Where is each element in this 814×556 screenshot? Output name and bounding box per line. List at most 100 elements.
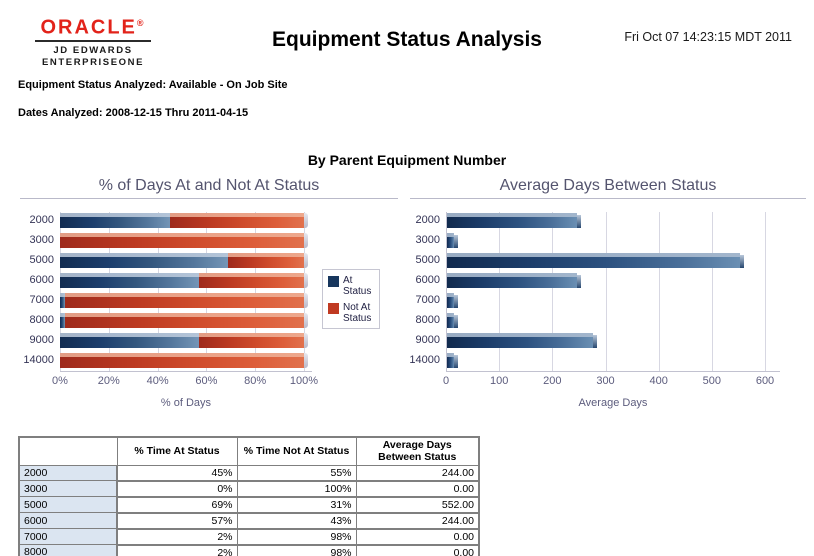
average-days-bar [447, 293, 458, 308]
x-tick-label: 0 [442, 375, 450, 387]
gridline [765, 212, 766, 372]
category-label: 3000 [29, 234, 54, 246]
row-label-cell: 7000 [18, 528, 118, 545]
value-cell: 55% [236, 464, 357, 482]
left-chart-title: % of Days At and Not At Status [98, 177, 320, 194]
not-at-status-segment [64, 313, 304, 328]
oracle-jdedwards-logo: ORACLE® JD EDWARDS ENTERPRISEONE [33, 12, 153, 69]
status-summary-table: % Time At Status% Time Not At Status Aver… [18, 436, 480, 556]
right-x-axis-label: Average Days [578, 397, 648, 409]
legend-item-not-at-status: Not At Status [328, 302, 375, 324]
jd-edwards-text: JD EDWARDS [53, 44, 133, 56]
gridline [711, 212, 713, 372]
bar-end-cap [303, 313, 308, 328]
not-at-status-segment [169, 213, 304, 228]
x-tick-label: 60% [195, 375, 218, 387]
value-cell: 98% [236, 543, 357, 556]
average-days-bar [447, 233, 458, 248]
gridline [304, 212, 305, 372]
gridline [499, 212, 501, 372]
value-cell: 45% [116, 464, 238, 482]
left-x-axis-ticks: 0% 20% 40% 60% 80% 100% [52, 375, 318, 389]
left-plot-area: 2000 3000 5000 6000 7000 8000 9000 14000 [23, 212, 312, 372]
average-days-bar [447, 313, 458, 328]
stacked-bar [60, 313, 308, 328]
category-label: 5000 [29, 254, 54, 266]
category-label: 6000 [415, 274, 440, 286]
value-cell: 2% [116, 527, 238, 546]
average-days-bar [447, 353, 458, 368]
bar-row: 6000 [30, 273, 312, 288]
not-at-status-segment [64, 293, 304, 308]
x-tick-label: 500 [702, 375, 722, 387]
table-row: 2000 45% 55% 244.00 [18, 464, 480, 482]
at-status-segment [60, 273, 200, 288]
value-cell: 244.00 [355, 464, 480, 482]
table-row: 5000 69% 31% 552.00 [18, 495, 480, 514]
value-cell: 552.00 [355, 495, 480, 514]
bar-row: 9000 [416, 333, 780, 348]
bar-row: 3000 [416, 233, 780, 248]
row-label-cell: 8000 [18, 544, 118, 556]
stacked-bar [60, 233, 308, 248]
bar-row: 9000 [30, 333, 312, 348]
left-gridlines [60, 212, 312, 372]
category-label: 14000 [23, 354, 54, 366]
x-tick-label: 40% [146, 375, 169, 387]
average-days-bar [447, 253, 745, 268]
x-tick-label: 600 [755, 375, 775, 387]
x-tick-label: 100% [289, 375, 319, 387]
at-status-segment [60, 213, 170, 228]
category-label: 3000 [415, 234, 440, 246]
at-status-swatch-icon [328, 276, 339, 287]
right-x-axis-line [446, 371, 780, 372]
bar-row: 2000 [416, 213, 780, 228]
table-header: % Time At Status% Time Not At Status Aver… [19, 436, 480, 466]
row-label-cell: 2000 [18, 464, 118, 481]
chart-pct-days-at-status: % of Days At and Not At Status 2000 3000 5… [20, 177, 398, 409]
column-header: % Time Not At Status [236, 436, 357, 466]
bar-end-cap [303, 293, 308, 308]
bar-end-cap [304, 233, 308, 248]
bar-row: 6000 [416, 273, 780, 288]
not-at-status-segment [228, 253, 304, 268]
logo-divider [35, 39, 151, 42]
value-cell: 100% [236, 479, 357, 498]
bar-end-cap [303, 333, 308, 348]
legend-label-not-at-status: Not At Status [343, 302, 372, 324]
category-label: 6000 [29, 274, 54, 286]
value-cell: 43% [236, 511, 357, 530]
category-label: 2000 [415, 214, 440, 226]
bar-row: 8000 [416, 313, 780, 328]
value-cell: 69% [116, 495, 238, 514]
bar-end-cap [303, 213, 308, 228]
gridline [605, 212, 607, 372]
dates-analyzed-line: Dates Analyzed: 2008-12-15 Thru 2011-04-… [18, 107, 249, 119]
row-label-cell: 3000 [18, 480, 118, 497]
bar-row: 3000 [30, 233, 312, 248]
value-cell: 0.00 [355, 527, 480, 546]
registered-mark-icon: ® [136, 18, 146, 28]
value-cell: 0.00 [355, 543, 480, 556]
at-status-segment [60, 313, 65, 328]
category-label: 7000 [29, 294, 54, 306]
gridline [108, 212, 110, 372]
legend-label-at-status: At Status [343, 275, 372, 297]
bar-end-cap [304, 353, 308, 368]
bar-row: 5000 [416, 253, 780, 268]
average-days-bar [447, 333, 598, 348]
category-label: 9000 [29, 334, 54, 346]
value-cell: 2% [116, 543, 238, 556]
column-header: % Time At Status [116, 436, 238, 466]
value-cell: 31% [236, 495, 357, 514]
report-timestamp: Fri Oct 07 14:23:15 MDT 2011 [624, 30, 792, 44]
stacked-bar [60, 293, 308, 308]
not-at-status-segment [60, 233, 304, 248]
bar-row: 14000 [23, 353, 312, 368]
category-label: 8000 [415, 314, 440, 326]
x-tick-label: 300 [596, 375, 615, 387]
section-title: By Parent Equipment Number [307, 152, 507, 168]
table-row: 3000 0% 100% 0.00 [18, 479, 480, 498]
table-row: 8000 2% 98% 0.00 [18, 543, 480, 556]
value-cell: 0% [116, 479, 238, 498]
